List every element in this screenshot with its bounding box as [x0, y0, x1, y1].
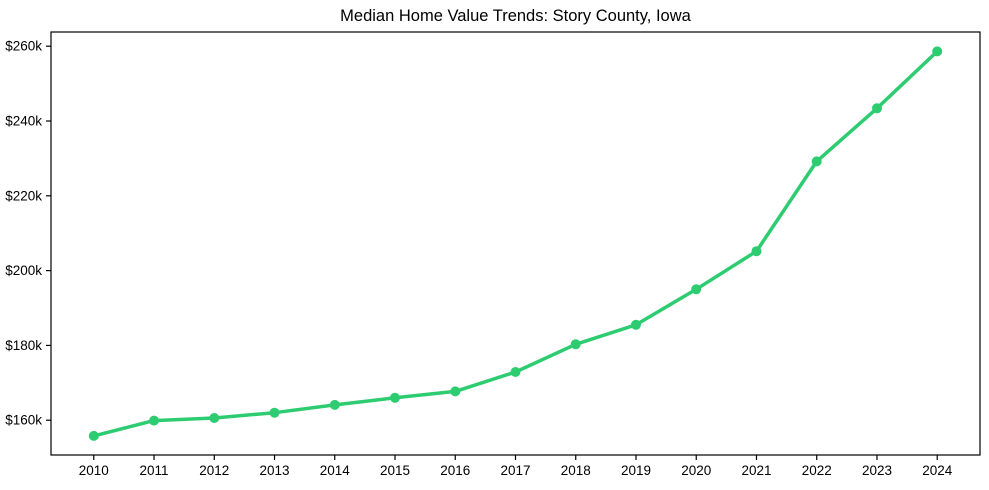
data-point-marker [811, 156, 822, 167]
x-axis-tick-label: 2021 [741, 463, 771, 478]
data-point-marker [149, 415, 159, 426]
data-point-marker [932, 46, 943, 57]
x-axis-tick-label: 2011 [140, 463, 169, 478]
y-axis-tick-label: $240k [5, 114, 42, 129]
data-point-marker [691, 284, 702, 295]
x-axis-tick-label: 2017 [500, 463, 530, 478]
y-axis-tick-label: $260k [5, 39, 42, 54]
x-axis-tick-label: 2023 [862, 463, 892, 478]
data-point-marker [751, 246, 762, 257]
data-point-marker [570, 339, 581, 350]
data-point-marker [269, 407, 280, 418]
chart-title: Median Home Value Trends: Story County, … [340, 7, 691, 25]
data-point-marker [88, 430, 99, 441]
data-point-marker [329, 399, 340, 410]
data-point-marker [209, 413, 220, 423]
x-axis-tick-label: 2018 [561, 463, 591, 478]
trend-series [88, 46, 943, 441]
x-axis-tick-label: 2024 [922, 463, 953, 478]
x-axis-tick-label: 2019 [621, 463, 651, 478]
x-axis-tick-label: 2020 [681, 463, 711, 478]
x-axis-tick-label: 2022 [802, 463, 832, 478]
y-axis-tick-label: $160k [5, 413, 42, 428]
data-point-marker [510, 367, 521, 377]
plot-frame [50, 31, 981, 456]
trend-line [92, 49, 939, 438]
x-axis-tick-label: 2015 [380, 463, 410, 478]
data-point-marker [390, 392, 400, 403]
y-axis-tick-label: $220k [5, 188, 42, 203]
x-axis-tick-label: 2016 [440, 463, 470, 478]
y-axis-tick-label: $200k [5, 263, 42, 278]
x-axis-tick-label: 2014 [320, 463, 351, 478]
axes-layer: $160k $180k $200k $220k $240k $260k 2010 2011 20… [5, 31, 981, 478]
x-axis-tick-label: 2010 [79, 463, 109, 478]
x-axis-tick-label: 2012 [199, 463, 229, 478]
y-axis-tick-label: $180k [5, 338, 42, 353]
data-point-marker [631, 319, 641, 330]
data-point-marker [872, 103, 882, 114]
data-point-marker [450, 386, 461, 397]
x-axis-tick-label: 2013 [259, 463, 289, 478]
